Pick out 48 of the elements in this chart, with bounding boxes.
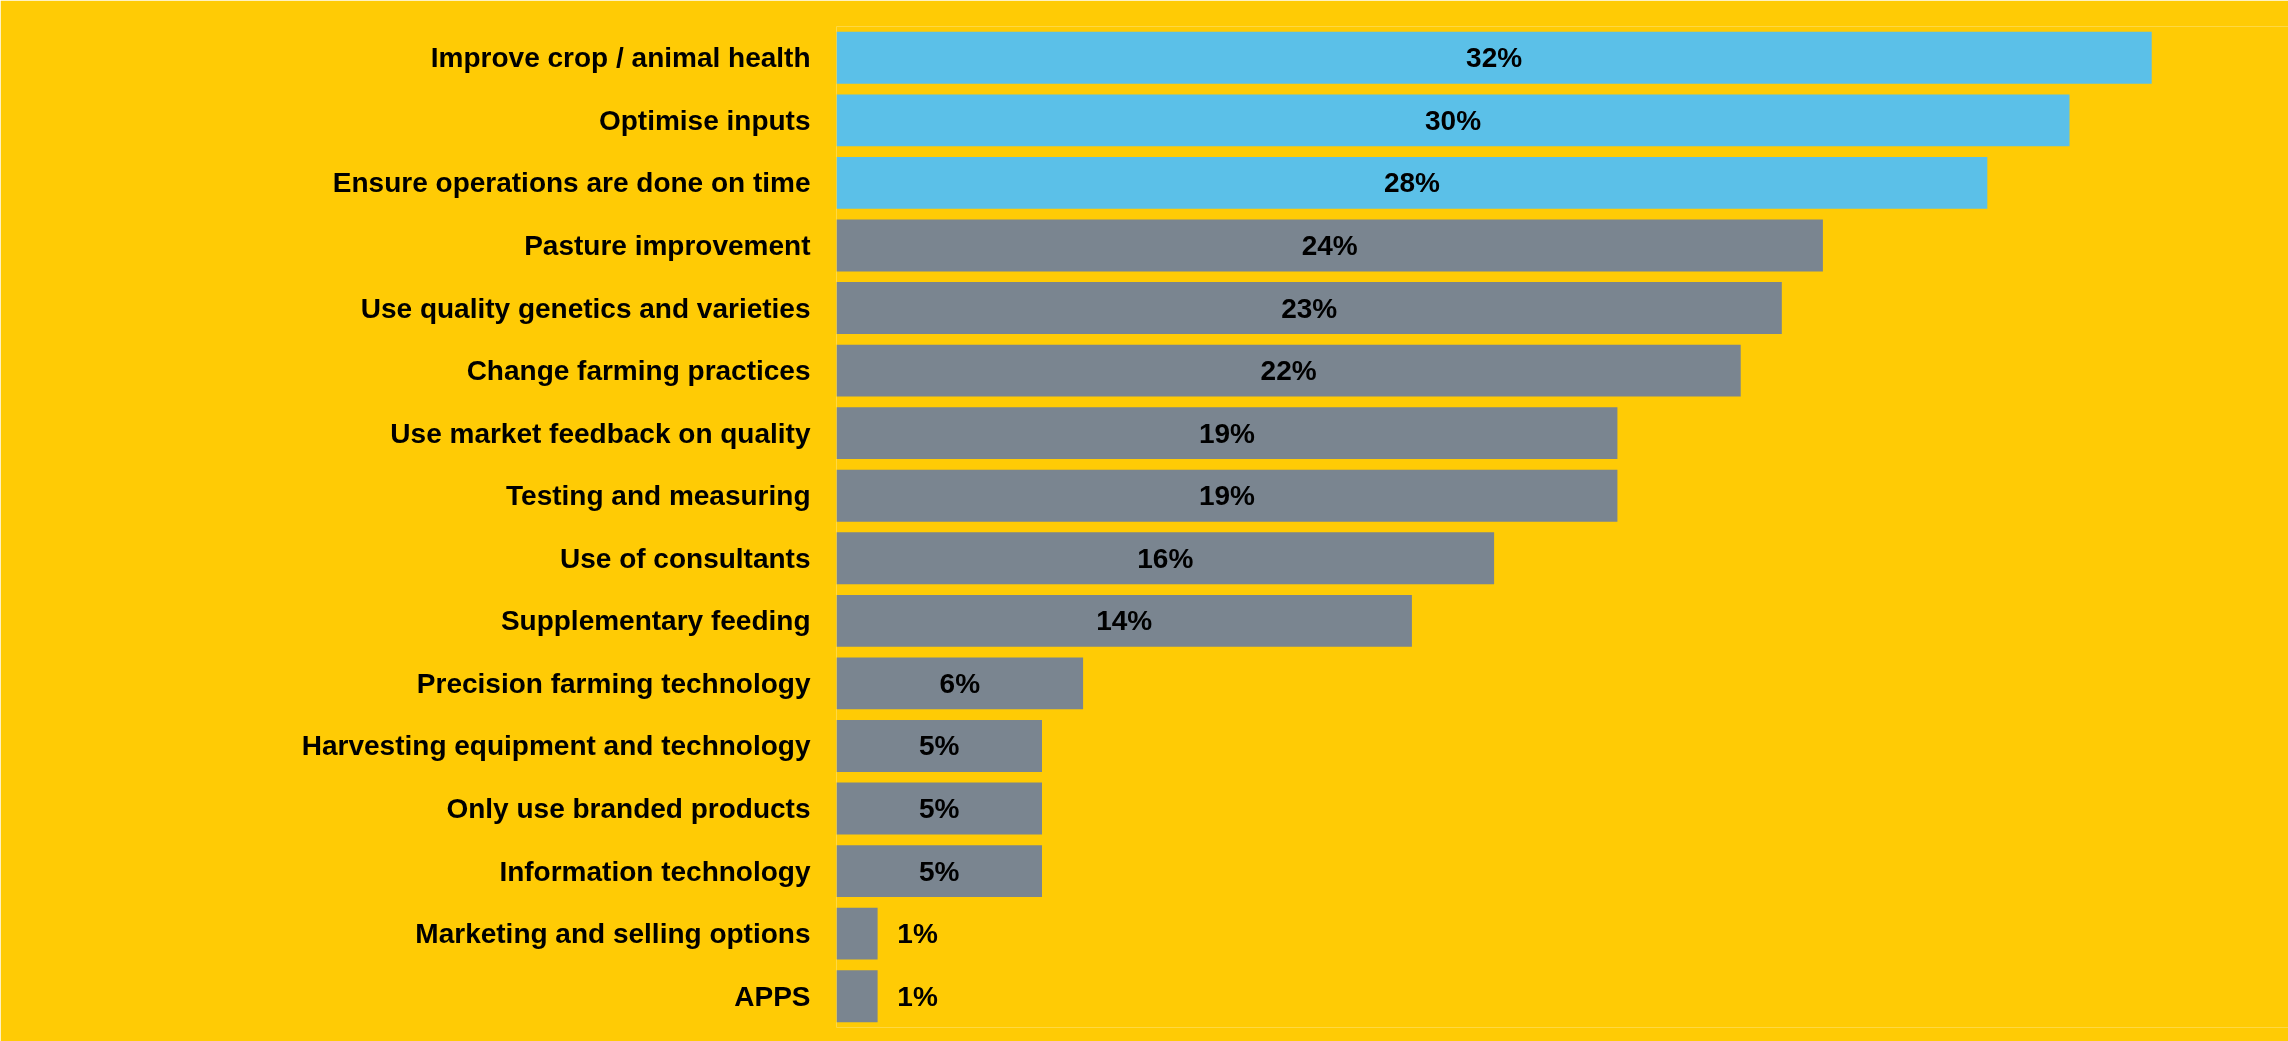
bar <box>836 156 1988 209</box>
y-tick-label: Use market feedback on quality <box>390 417 811 449</box>
data-label: 32% <box>1466 42 1523 74</box>
y-tick-label: Use quality genetics and varieties <box>360 292 811 324</box>
data-label: 14% <box>1096 605 1153 637</box>
data-label: 1% <box>897 980 938 1012</box>
data-label: 6% <box>939 667 981 699</box>
bar <box>836 720 1042 772</box>
bar <box>836 907 878 960</box>
y-tick-label: Pasture improvement <box>524 229 811 261</box>
y-tick-label: Supplementary feeding <box>500 605 811 637</box>
data-label: 24% <box>1301 229 1358 261</box>
bar <box>836 845 1042 898</box>
y-tick-label: Change farming practices <box>466 355 811 387</box>
data-label: 23% <box>1281 292 1338 324</box>
y-tick-label: Marketing and selling options <box>415 918 811 950</box>
bar <box>836 782 1042 835</box>
data-label: 16% <box>1137 542 1194 574</box>
data-label: 5% <box>919 855 960 887</box>
bar <box>836 282 1782 334</box>
data-label: 1% <box>897 918 938 950</box>
y-tick-label: Precision farming technology <box>416 667 811 699</box>
data-label: 30% <box>1424 104 1482 136</box>
y-tick-label: Ensure operations are done on time <box>332 167 811 199</box>
y-tick-label: Testing and measuring <box>506 480 811 512</box>
bar <box>836 219 1823 272</box>
bar <box>836 469 1618 522</box>
bar <box>836 657 1084 710</box>
bar <box>836 94 2070 147</box>
bar <box>836 344 1741 397</box>
y-tick-label: APPS <box>734 980 811 1012</box>
bar <box>836 594 1412 647</box>
data-label: 5% <box>919 730 960 762</box>
bar <box>836 31 2152 84</box>
y-tick-label: Use of consultants <box>560 542 811 574</box>
y-tick-label: Optimise inputs <box>598 104 811 136</box>
bar <box>836 970 878 1023</box>
data-label: 22% <box>1260 355 1317 387</box>
bar <box>836 407 1618 460</box>
data-label: 5% <box>919 793 960 825</box>
y-tick-label: Harvesting equipment and technology <box>301 730 811 762</box>
bar <box>836 532 1495 585</box>
y-tick-label: Only use branded products <box>446 793 811 825</box>
y-tick-label: Improve crop / animal health <box>430 42 811 74</box>
data-label: 28% <box>1383 167 1441 199</box>
y-tick-label: Information technology <box>499 855 811 887</box>
data-label: 19% <box>1198 480 1256 512</box>
data-label: 19% <box>1198 417 1256 449</box>
